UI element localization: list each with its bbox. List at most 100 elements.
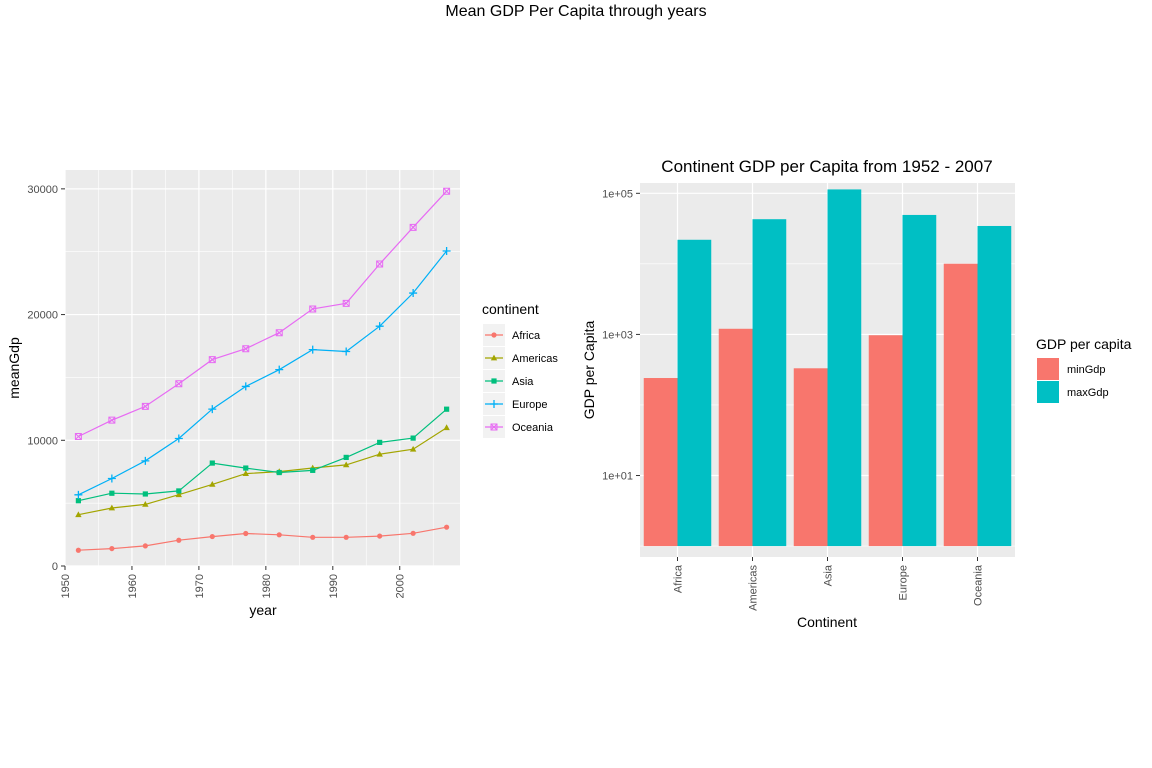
legend-label-americas: Americas <box>512 353 558 365</box>
bar-chart-y-tick-label: 1e+03 <box>602 329 633 341</box>
line-chart-y-tick-label: 0 <box>52 561 58 573</box>
bar-chart-x-tick-label: Europe <box>898 565 910 600</box>
data-point-americas <box>376 450 383 457</box>
data-point-europe <box>375 322 384 331</box>
data-point-europe <box>442 247 451 256</box>
data-point-europe <box>409 289 418 298</box>
line-chart-y-tick-label: 10000 <box>27 435 58 447</box>
line-chart-x-tick-label: 1980 <box>261 574 273 598</box>
line-series-asia <box>75 406 450 504</box>
line-chart-series <box>74 187 451 553</box>
bar-maxgdp-europe <box>902 214 937 547</box>
data-point-europe <box>74 490 83 499</box>
data-point-africa <box>343 534 349 540</box>
bar-chart-legend: GDP per capita minGdp maxGdp <box>1036 336 1132 403</box>
legend-label-europe: Europe <box>512 399 547 411</box>
data-point-americas <box>242 470 249 476</box>
legend-label-maxgdp: maxGdp <box>1067 387 1109 399</box>
data-point-asia <box>243 465 249 471</box>
page-title: Mean GDP Per Capita through years <box>445 3 707 20</box>
data-point-oceania <box>275 329 283 337</box>
data-point-europe <box>342 347 351 356</box>
line-chart-y-axis-label: meanGdp <box>6 337 22 399</box>
legend-key-mingdp <box>1037 358 1059 380</box>
bar-chart-x-tick-label: Oceania <box>973 564 985 606</box>
legend-label-oceania: Oceania <box>512 422 554 434</box>
data-point-asia <box>410 435 416 441</box>
data-point-africa <box>209 533 215 540</box>
bar-mingdp-oceania <box>943 263 978 547</box>
line-chart-y-tick-label: 30000 <box>27 184 58 196</box>
data-point-oceania <box>74 433 82 441</box>
line-series-europe <box>74 247 451 499</box>
data-point-africa <box>142 543 148 549</box>
data-point-asia <box>109 490 115 496</box>
bar-chart-x-axis-label: Continent <box>797 614 857 630</box>
data-point-asia <box>75 498 81 504</box>
data-point-africa <box>377 533 383 539</box>
data-point-africa <box>75 547 81 553</box>
data-point-americas <box>443 424 450 431</box>
data-point-oceania <box>409 223 417 231</box>
line-chart-panel <box>64 170 460 567</box>
data-point-africa <box>109 545 115 552</box>
legend-key-marker-americas <box>490 354 498 361</box>
bar-chart-y-tick-label: 1e+05 <box>602 188 633 200</box>
legend-label-mingdp: minGdp <box>1067 364 1106 376</box>
line-series-line-europe <box>78 250 448 496</box>
bar-chart-bars <box>643 189 1012 547</box>
line-series-line-americas <box>78 427 447 516</box>
data-point-oceania <box>443 187 451 195</box>
line-series-africa <box>75 524 450 553</box>
bar-chart-axes: 1e+01 1e+03 1e+05 Africa Americas Asia Europe O… <box>602 188 984 611</box>
data-point-africa <box>176 537 182 543</box>
bar-chart-x-tick-label: Americas <box>748 565 760 611</box>
bar-maxgdp-africa <box>677 239 712 547</box>
data-point-oceania <box>342 299 350 307</box>
data-point-americas <box>342 461 350 468</box>
data-point-asia <box>444 406 450 412</box>
line-chart-x-tick-label: 1970 <box>194 574 206 598</box>
line-series-line-oceania <box>78 190 448 438</box>
data-point-oceania <box>108 416 116 424</box>
data-point-africa <box>410 530 416 536</box>
data-point-asia <box>310 467 316 473</box>
data-point-americas <box>209 480 216 487</box>
line-chart-legend-title: continent <box>482 301 539 317</box>
data-point-africa <box>444 524 450 530</box>
bar-chart-legend-title: GDP per capita <box>1036 336 1132 352</box>
data-point-europe <box>107 474 116 483</box>
line-chart-x-tick-label: 1990 <box>328 574 340 598</box>
bar-chart-title: Continent GDP per Capita from 1952 - 200… <box>661 157 992 176</box>
legend-key-marker-asia <box>491 378 497 384</box>
legend-key-marker-oceania <box>490 423 498 431</box>
line-chart-legend: continent Africa Americas Asia Europe Oceani… <box>482 301 558 438</box>
bar-chart-y-tick-label: 1e+01 <box>602 471 633 483</box>
data-point-asia <box>377 439 383 445</box>
data-point-oceania <box>376 260 384 268</box>
data-point-europe <box>141 456 150 465</box>
bar-mingdp-asia <box>793 368 828 547</box>
line-series-oceania <box>74 187 451 441</box>
data-point-asia <box>343 454 349 460</box>
data-point-oceania <box>309 305 317 313</box>
bar-mingdp-europe <box>868 335 903 547</box>
data-point-americas <box>142 500 149 507</box>
bar-chart-x-tick-label: Africa <box>673 564 685 593</box>
data-point-americas <box>175 491 183 498</box>
line-series-line-africa <box>78 526 447 551</box>
data-point-europe <box>275 365 284 374</box>
legend-key-marker-europe <box>490 400 498 408</box>
data-point-oceania <box>208 356 216 364</box>
data-point-americas <box>108 504 116 511</box>
legend-key-marker-africa <box>491 332 497 338</box>
data-point-asia <box>176 488 182 494</box>
data-point-europe <box>174 434 183 443</box>
bar-maxgdp-oceania <box>977 225 1012 547</box>
line-chart-y-tick-label: 20000 <box>27 310 58 322</box>
line-series-line-asia <box>78 408 447 502</box>
line-series-americas <box>75 424 450 518</box>
